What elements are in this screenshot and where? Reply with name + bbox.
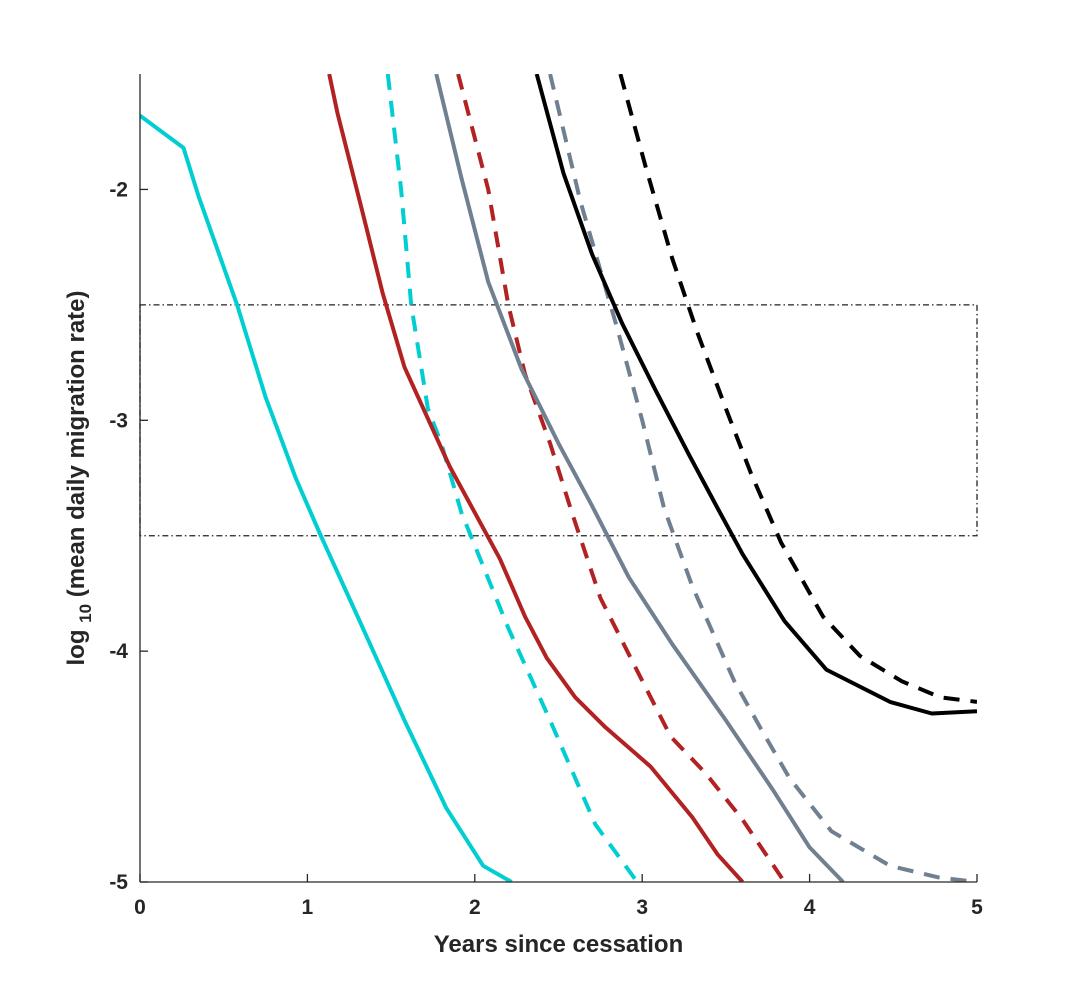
x-tick-label: 1 [302, 896, 314, 919]
series-line-3 [327, 74, 745, 882]
x-axis-label: Years since cessation [434, 931, 684, 958]
y-axis-label-prefix: log [63, 630, 90, 666]
series-line-4 [456, 74, 787, 882]
series-group [140, 74, 977, 882]
x-tick-label: 3 [636, 896, 648, 919]
axes: 0 1 2 3 4 5 -5 -4 -3 -2 [109, 74, 983, 919]
y-axis-label-suffix: (mean daily migration rate) [63, 290, 90, 597]
y-axis-label-subscript: 10 [76, 604, 95, 623]
series-line-5 [434, 74, 845, 882]
x-tick-label: 2 [469, 896, 481, 919]
series-line-2 [385, 74, 639, 882]
y-tick-label: -2 [109, 178, 128, 201]
y-tick-label: -4 [109, 640, 128, 663]
reference-band [139, 304, 978, 537]
y-tick-label: -3 [109, 409, 128, 432]
x-tick-label: 4 [804, 896, 816, 919]
series-line-6 [548, 74, 977, 882]
x-tick-label: 0 [134, 896, 146, 919]
y-tick-label: -5 [109, 871, 128, 894]
y-axis-label: log 10 (mean daily migration rate) [63, 290, 97, 665]
x-tick-label: 5 [971, 896, 983, 919]
reference-band-rect [139, 304, 978, 537]
series-line-8 [618, 74, 977, 704]
series-line-1 [140, 113, 513, 882]
series-line-7 [534, 74, 977, 716]
